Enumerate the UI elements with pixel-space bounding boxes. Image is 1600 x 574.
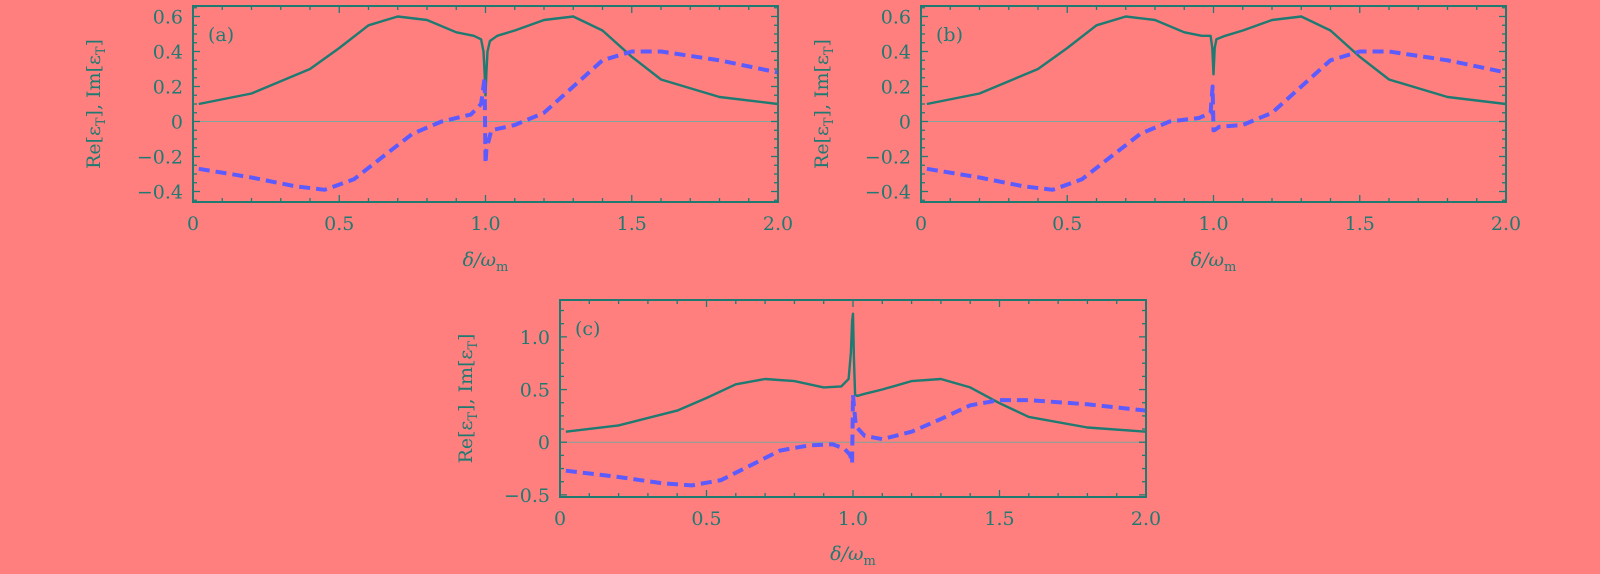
panel-label: (a) (208, 24, 234, 46)
series-imag-line (926, 49, 1506, 192)
panel-label: (b) (936, 24, 963, 46)
y-tick-label: 0.6 (153, 7, 183, 29)
panel-label: (c) (575, 318, 600, 340)
x-tick-label: 1.0 (1198, 213, 1228, 235)
series-real-line (198, 15, 778, 106)
y-axis-label: Re[εT], Im[εT] (83, 39, 109, 169)
x-tick-label: 1.0 (838, 508, 868, 530)
x-tick-label: 2.0 (1491, 213, 1521, 235)
series-imag-line (198, 49, 778, 192)
panel-a: 0 0.5 1.0 1.5 2.0 0.6 0.4 0.2 0 −0.2 −0.4 (a) δ/ωm Re… (83, 5, 793, 275)
x-tick-label: 0 (187, 213, 199, 235)
y-tick-label: −0.2 (137, 147, 183, 169)
x-tick-label: 1.5 (617, 213, 647, 235)
y-tick-label: 0.5 (520, 380, 550, 402)
y-axis-label: Re[εT], Im[εT] (811, 39, 837, 169)
y-tick-label: 0.2 (153, 77, 183, 99)
x-tick-label: 2.0 (1131, 508, 1161, 530)
y-tick-label: 0 (171, 112, 183, 134)
x-tick-label: 1.0 (470, 213, 500, 235)
y-axis-label: Re[εT], Im[εT] (455, 334, 481, 464)
series-real-line (565, 312, 1146, 433)
x-tick-label: 0.5 (1052, 213, 1082, 235)
x-tick-label: 0 (915, 213, 927, 235)
y-tick-label: 0.4 (153, 42, 183, 64)
x-axis-label: δ/ωm (830, 543, 876, 569)
x-tick-label: 0.5 (324, 213, 354, 235)
x-axis-label: δ/ωm (1191, 249, 1237, 275)
y-tick-label: 0 (899, 112, 911, 134)
series-imag-line (565, 392, 1146, 488)
y-tick-label: −0.4 (865, 182, 911, 204)
x-tick-label: 1.5 (984, 508, 1014, 530)
series-real-line (926, 15, 1506, 106)
x-tick-label: 1.5 (1345, 213, 1375, 235)
y-tick-label: 0.6 (881, 7, 911, 29)
y-tick-label: 0.4 (881, 42, 911, 64)
y-tick-label: 1.0 (520, 327, 550, 349)
y-tick-label: −0.5 (504, 485, 550, 507)
x-tick-label: 2.0 (763, 213, 793, 235)
panel-b: 0 0.5 1.0 1.5 2.0 0.6 0.4 0.2 0 −0.2 −0.4 (b) δ/ωm Re… (811, 5, 1521, 275)
x-axis-label: δ/ωm (463, 249, 509, 275)
x-tick-label: 0.5 (691, 508, 721, 530)
y-tick-label: −0.2 (865, 147, 911, 169)
y-tick-label: −0.4 (137, 182, 183, 204)
x-tick-label: 0 (554, 508, 566, 530)
y-tick-label: 0 (538, 432, 550, 454)
y-tick-label: 0.2 (881, 77, 911, 99)
